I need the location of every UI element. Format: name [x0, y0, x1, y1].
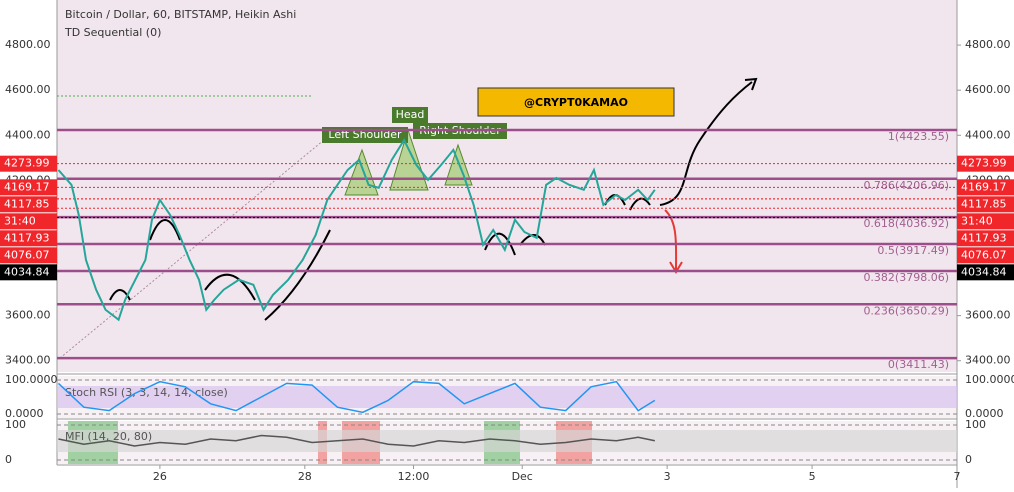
- x-tick-label: 12:00: [398, 470, 430, 483]
- price-tag-label: 4117.93: [961, 231, 1007, 244]
- y-tick-label: 4800.00: [965, 38, 1011, 51]
- fib-label: 0.618(4036.92): [863, 217, 949, 230]
- y-tick-label: 100.0000: [5, 373, 58, 386]
- price-tag-label: 4034.84: [961, 265, 1007, 278]
- indicator-label: Stoch RSI (3, 3, 14, 14, close): [65, 386, 228, 399]
- annotation-box: [392, 107, 428, 123]
- mfi-band: [57, 430, 957, 452]
- y-tick-label: 0: [965, 453, 972, 466]
- series-line: [57, 137, 656, 322]
- price-tag: [0, 247, 57, 264]
- stoch-band: [57, 386, 957, 408]
- y-tick-label: 3600.00: [965, 309, 1011, 322]
- chart-subtitle: TD Sequential (0): [64, 26, 161, 39]
- series-line: [57, 380, 656, 414]
- fib-label: 0.382(3798.06): [863, 271, 949, 284]
- y-tick-label: 0.0000: [965, 407, 1004, 420]
- y-tick-label: 0: [5, 453, 12, 466]
- y-tick-label: 0.0000: [5, 407, 44, 420]
- indicator-label: MFI (14, 20, 80): [65, 430, 152, 443]
- drawn-arrow: [659, 81, 753, 206]
- y-tick-label: 100.0000: [965, 373, 1014, 386]
- price-tag-label: 31:40: [961, 214, 993, 227]
- drawn-arrow: [664, 209, 678, 271]
- price-tag: [0, 179, 57, 196]
- watermark: @CRYPT0KAMAO: [524, 96, 628, 109]
- price-tag: [957, 264, 1014, 281]
- y-tick-label: 4800.00: [5, 38, 51, 51]
- fib-label: 0.236(3650.29): [863, 304, 949, 317]
- y-tick-label: 100: [5, 418, 26, 431]
- price-tag: [957, 155, 1014, 172]
- price-tag: [957, 196, 1014, 213]
- fib-label: 1(4423.55): [888, 130, 949, 143]
- price-tag-label: 4117.85: [961, 197, 1007, 210]
- arrow-head: [744, 77, 758, 91]
- watermark-box: [477, 87, 675, 117]
- x-tick-label: Dec: [512, 470, 533, 483]
- price-tag: [0, 196, 57, 213]
- y-tick-label: 4400.00: [5, 128, 51, 141]
- price-tag: [957, 213, 1014, 230]
- y-tick-label: 4400.00: [965, 128, 1011, 141]
- head-shape: [389, 128, 429, 191]
- price-tag: [0, 230, 57, 247]
- fib-label: 0.5(3917.49): [877, 244, 949, 257]
- price-tag-label: 4273.99: [4, 157, 50, 170]
- x-tick-label: 26: [153, 470, 167, 483]
- annotation: Head: [396, 108, 425, 121]
- price-tag: [0, 155, 57, 172]
- price-tag-label: 4169.17: [4, 180, 50, 193]
- x-tick-label: 3: [664, 470, 671, 483]
- fib-label: 0.786(4206.96): [863, 179, 949, 192]
- price-tag-label: 4117.93: [4, 231, 50, 244]
- y-tick-label: 3600.00: [5, 309, 51, 322]
- x-tick-label: 7: [954, 470, 961, 483]
- y-tick-label: 3400.00: [965, 354, 1011, 367]
- y-tick-label: 3400.00: [5, 354, 51, 367]
- main-panel: [57, 0, 957, 372]
- series-line: [58, 434, 655, 447]
- price-tag-label: 4076.07: [961, 248, 1007, 261]
- y-tick-label: 100: [965, 418, 986, 431]
- x-tick-label: 5: [809, 470, 816, 483]
- x-tick-label: 28: [298, 470, 312, 483]
- chart-title: Bitcoin / Dollar, 60, BITSTAMP, Heikin A…: [65, 8, 296, 21]
- price-tag-label: 4076.07: [4, 248, 50, 261]
- price-tag-label: 4034.84: [4, 265, 50, 278]
- price-tag-label: 31:40: [4, 214, 36, 227]
- price-tag: [0, 264, 57, 281]
- price-tag: [957, 247, 1014, 264]
- price-tag: [957, 179, 1014, 196]
- price-tag: [0, 213, 57, 230]
- y-tick-label: 4600.00: [5, 83, 51, 96]
- price-tag-label: 4273.99: [961, 157, 1007, 170]
- price-tag: [957, 230, 1014, 247]
- annotation: Left Shoulder: [328, 128, 402, 141]
- shoulder-shape: [344, 148, 379, 196]
- y-tick-label: 4600.00: [965, 83, 1011, 96]
- price-tag-label: 4169.17: [961, 180, 1007, 193]
- fib-label: 0(3411.43): [888, 358, 949, 371]
- price-tag-label: 4117.85: [4, 197, 50, 210]
